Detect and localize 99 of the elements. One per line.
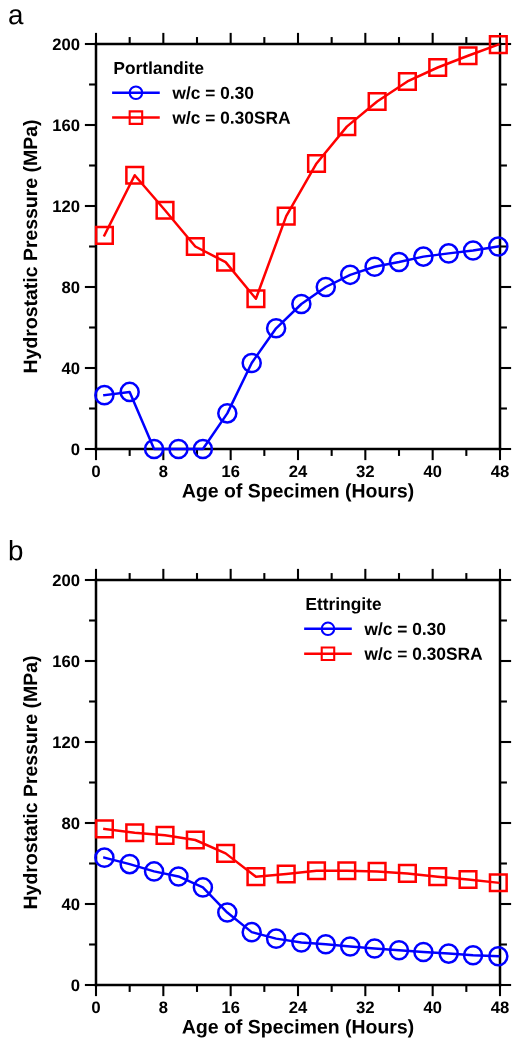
point — [488, 873, 508, 893]
point — [291, 932, 312, 953]
x-tick-label: 24 — [289, 465, 308, 478]
y-tick-label: 200 — [52, 38, 80, 51]
x-tick-label: 0 — [92, 465, 100, 478]
point — [367, 91, 387, 112]
point — [397, 71, 417, 92]
point — [265, 928, 287, 949]
point — [306, 153, 327, 174]
point — [458, 46, 478, 66]
point — [143, 438, 165, 460]
x-tick-label: 16 — [222, 1001, 240, 1014]
x-tick-label: 40 — [423, 465, 442, 478]
point — [168, 866, 189, 887]
y-tick-label: 80 — [62, 817, 80, 830]
point — [192, 877, 214, 898]
x-tick-label: 0 — [92, 1001, 100, 1014]
y-tick-label: 80 — [62, 281, 80, 294]
x-tick-label: 48 — [490, 465, 509, 478]
y-tick-label: 160 — [53, 119, 80, 132]
point — [185, 236, 205, 257]
point — [315, 276, 337, 298]
x-tick-label: 16 — [222, 465, 240, 478]
point — [94, 225, 114, 245]
legend-title: Portlandite — [114, 61, 204, 75]
legend-label: w/c = 0.30 — [172, 86, 254, 100]
point — [216, 252, 236, 272]
point — [413, 246, 434, 267]
point — [217, 403, 238, 424]
point — [265, 318, 287, 339]
point — [339, 264, 361, 286]
chart-title: b — [9, 540, 23, 561]
point — [276, 864, 296, 884]
point — [168, 438, 189, 460]
y-axis-title: Hydrostatic Pressure (MPa) — [22, 656, 42, 909]
x-tick-label: 32 — [356, 1001, 374, 1014]
point — [458, 869, 478, 890]
x-tick-label: 8 — [159, 465, 168, 478]
point — [488, 945, 509, 967]
y-tick-label: 160 — [53, 655, 80, 668]
legend-label: w/c = 0.30 — [364, 622, 446, 636]
point — [125, 823, 145, 843]
point — [217, 902, 238, 923]
x-axis-title: Age of Specimen (Hours) — [182, 1019, 414, 1038]
y-tick-label: 120 — [53, 200, 80, 213]
point — [397, 863, 417, 884]
y-tick-label: 40 — [61, 362, 80, 375]
point — [462, 944, 484, 966]
point — [155, 825, 175, 845]
point — [94, 384, 115, 406]
point — [192, 438, 214, 460]
y-axis-title: Hydrostatic Pressure (MPa) — [22, 120, 42, 373]
point — [119, 853, 140, 875]
legend-title: Ettringite — [306, 597, 381, 614]
point — [315, 934, 337, 955]
point — [367, 861, 387, 881]
x-tick-label: 48 — [490, 1001, 509, 1014]
point — [388, 251, 410, 273]
point — [364, 256, 385, 278]
y-tick-label: 120 — [53, 736, 80, 749]
point — [276, 206, 296, 226]
point — [241, 921, 262, 943]
x-tick-label: 8 — [159, 1001, 168, 1014]
point — [339, 936, 361, 957]
point — [94, 847, 115, 868]
y-tick-label: 0 — [71, 443, 80, 456]
point — [143, 861, 165, 882]
x-axis-title: Age of Specimen (Hours) — [182, 483, 414, 502]
point — [428, 867, 448, 887]
point — [364, 938, 385, 959]
point — [119, 381, 140, 403]
y-tick-label: 40 — [61, 898, 80, 911]
point — [388, 939, 410, 961]
legend-label: w/c = 0.30SRA — [364, 647, 483, 661]
x-tick-label: 32 — [356, 465, 374, 478]
point — [413, 941, 434, 963]
x-tick-label: 24 — [289, 1001, 308, 1014]
point — [438, 243, 459, 264]
point — [246, 867, 266, 887]
point — [337, 117, 357, 137]
y-tick-label: 0 — [71, 979, 80, 992]
point — [185, 830, 205, 850]
point — [488, 236, 509, 257]
point — [337, 861, 357, 881]
x-tick-label: 40 — [423, 1001, 442, 1014]
point — [428, 57, 448, 78]
point — [216, 843, 236, 863]
chart-title: a — [9, 9, 24, 25]
point — [155, 200, 175, 220]
point — [306, 861, 327, 881]
legend-label: w/c = 0.30SRA — [172, 111, 291, 125]
y-tick-label: 200 — [52, 574, 80, 587]
point — [246, 289, 266, 309]
point — [241, 352, 262, 374]
point — [125, 165, 145, 185]
point — [94, 819, 114, 839]
point — [462, 240, 484, 261]
point — [291, 293, 312, 315]
point — [438, 943, 459, 964]
